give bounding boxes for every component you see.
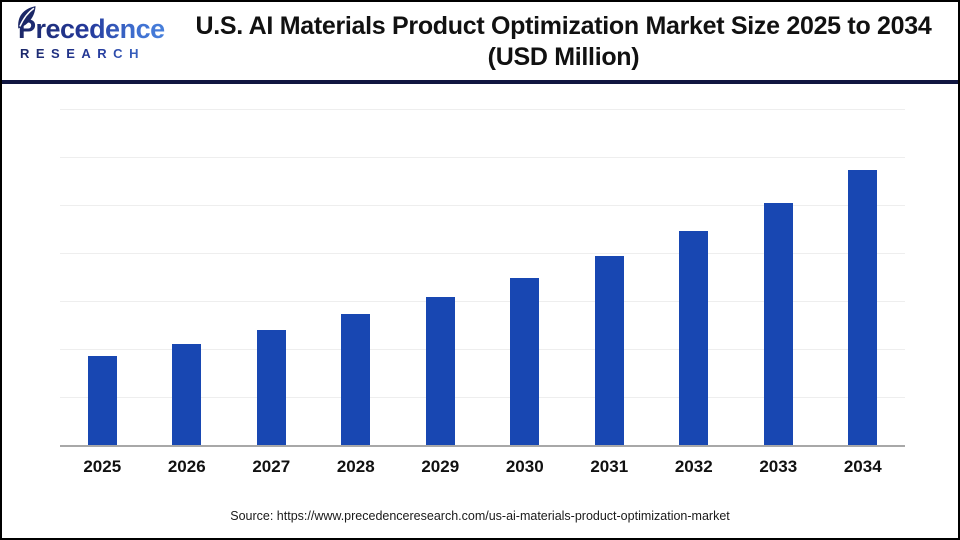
chart-title-line2: (USD Million) bbox=[487, 43, 640, 71]
gridline bbox=[60, 157, 905, 158]
x-axis-labels: 2025 2026 2027 2028 2029 2030 2031 2032 2033 2034 bbox=[60, 457, 905, 477]
x-axis-label-2028: 2028 bbox=[336, 457, 375, 476]
bar-2028 bbox=[341, 314, 371, 445]
x-axis-label-2030: 2030 bbox=[505, 457, 544, 476]
x-axis-label-2029: 2029 bbox=[421, 457, 460, 476]
gridline bbox=[60, 109, 905, 110]
x-axis-label-2025: 2025 bbox=[83, 457, 122, 476]
brand-logo: Precedence RESEARCH bbox=[16, 6, 176, 61]
bar-slot-2028 bbox=[314, 109, 399, 445]
bar-slot-2032 bbox=[652, 109, 737, 445]
bar-2025 bbox=[87, 355, 117, 445]
brand-name: Precedence bbox=[16, 14, 176, 44]
bar-slot-2026 bbox=[145, 109, 230, 445]
bar-2027 bbox=[256, 329, 286, 445]
bar-slot-2034 bbox=[821, 109, 906, 445]
brand-subname: RESEARCH bbox=[16, 46, 176, 61]
x-axis-label-2027: 2027 bbox=[252, 457, 291, 476]
header: Precedence RESEARCH U.S. AI Materials Pr… bbox=[2, 2, 958, 80]
gridline bbox=[60, 205, 905, 206]
bar-2032 bbox=[679, 230, 709, 445]
bar-slot-2027 bbox=[229, 109, 314, 445]
bar-2026 bbox=[172, 344, 202, 445]
bar-2029 bbox=[425, 297, 455, 445]
bar-2030 bbox=[510, 277, 540, 445]
bar-2033 bbox=[763, 203, 793, 445]
bar-slot-2033 bbox=[736, 109, 821, 445]
bar-slot-2029 bbox=[398, 109, 483, 445]
chart-title-block: U.S. AI Materials Product Optimization M… bbox=[177, 11, 950, 73]
bar-2031 bbox=[594, 255, 624, 445]
bar-2034 bbox=[848, 170, 878, 445]
bar-slot-2025 bbox=[60, 109, 145, 445]
gridline bbox=[60, 397, 905, 398]
chart-title-line1: U.S. AI Materials Product Optimization M… bbox=[195, 12, 932, 40]
header-divider bbox=[2, 80, 958, 84]
x-axis-label-2033: 2033 bbox=[759, 457, 798, 476]
x-axis-line bbox=[60, 445, 905, 447]
bar-slot-2030 bbox=[483, 109, 568, 445]
gridline bbox=[60, 253, 905, 254]
gridline bbox=[60, 301, 905, 302]
gridline bbox=[60, 349, 905, 350]
x-axis-label-2031: 2031 bbox=[590, 457, 629, 476]
source-text: Source: https://www.precedenceresearch.c… bbox=[230, 509, 730, 523]
bar-series bbox=[60, 109, 905, 445]
x-axis-label-2034: 2034 bbox=[843, 457, 882, 476]
bar-chart-plot-area bbox=[60, 109, 905, 447]
x-axis-label-2032: 2032 bbox=[674, 457, 713, 476]
x-axis-label-2026: 2026 bbox=[167, 457, 206, 476]
bar-slot-2031 bbox=[567, 109, 652, 445]
